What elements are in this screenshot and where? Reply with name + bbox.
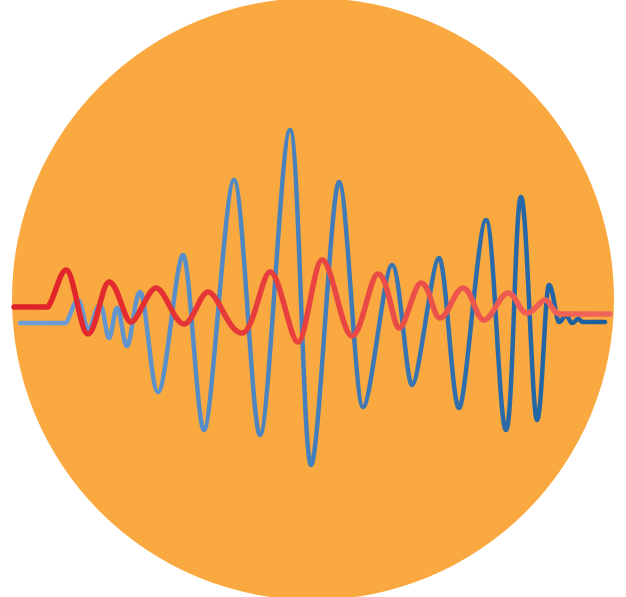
red-waveform-line bbox=[11, 257, 613, 345]
blue-waveform-line bbox=[17, 127, 608, 468]
